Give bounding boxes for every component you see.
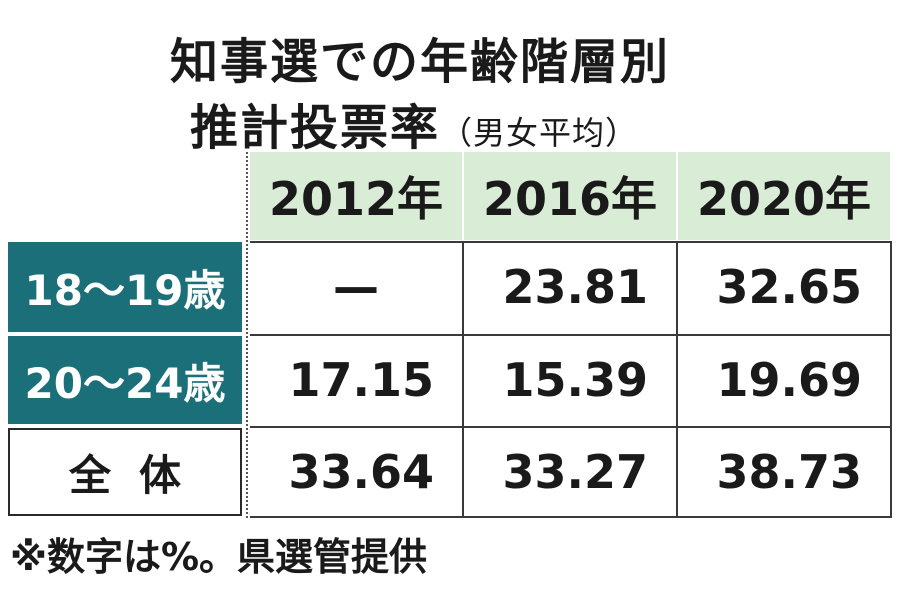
table-rule xyxy=(250,334,892,336)
table-divider xyxy=(890,242,892,518)
table-cell: 23.81 xyxy=(502,260,648,314)
column-header-2012: 2012年 xyxy=(250,152,462,240)
chart-title-sub: （男女平均） xyxy=(440,114,639,152)
column-header-2016: 2016年 xyxy=(464,152,676,240)
table-cell: 32.65 xyxy=(716,260,862,314)
row-label-20-24: 20〜24歳 xyxy=(8,336,242,424)
table-divider xyxy=(462,242,464,518)
table-divider xyxy=(246,152,248,518)
table-divider xyxy=(676,242,678,518)
source-note: ※数字は%。県選管提供 xyxy=(10,535,428,579)
chart-title-line1: 知事選での年齢階層別 xyxy=(170,34,671,90)
table-cell: 19.69 xyxy=(716,353,862,407)
table-cell: 38.73 xyxy=(716,445,862,499)
table-rule xyxy=(250,426,892,428)
table-cell: 33.64 xyxy=(288,445,434,499)
table-rule xyxy=(250,241,892,243)
row-label-18-19: 18〜19歳 xyxy=(8,242,242,332)
column-header-2020: 2020年 xyxy=(678,152,890,240)
table-cell: — xyxy=(333,260,379,314)
table-cell: 17.15 xyxy=(288,353,434,407)
table-cell: 15.39 xyxy=(502,353,648,407)
row-label-total: 全体 xyxy=(8,428,242,516)
chart-title-main: 推計投票率 xyxy=(190,100,441,156)
table-rule xyxy=(250,516,892,518)
chart-title-line2: 推計投票率（男女平均） xyxy=(190,88,638,158)
table-cell: 33.27 xyxy=(502,445,648,499)
